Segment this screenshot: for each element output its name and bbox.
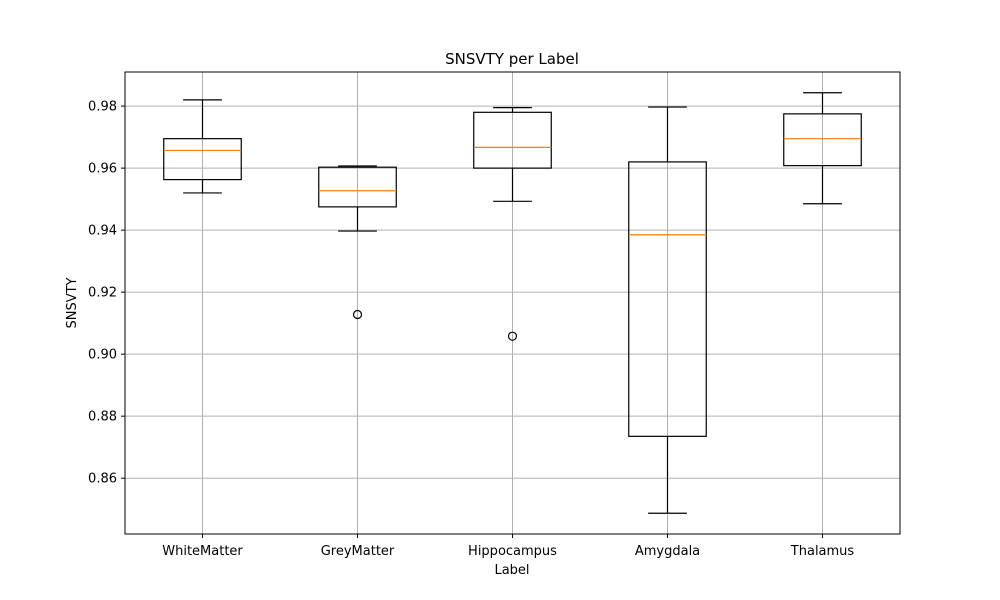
y-axis-label: SNSVTY (65, 277, 80, 328)
x-tick-label: WhiteMatter (162, 544, 243, 559)
y-tick-label: 0.92 (88, 286, 117, 301)
iqr-box (628, 161, 707, 437)
outlier-point (507, 331, 518, 341)
chart-title: SNSVTY per Label (445, 50, 579, 68)
outlier-point (352, 309, 363, 320)
y-tick-label: 0.98 (88, 100, 117, 115)
y-tick-label: 0.88 (88, 410, 117, 425)
x-tick-label: Thalamus (790, 544, 855, 559)
iqr-box (163, 138, 242, 181)
x-axis-label: Label (494, 563, 529, 578)
box-greymatter (318, 165, 397, 320)
x-tick-label: GreyMatter (321, 544, 395, 559)
tick-layer: 0.86 0.88 0.90 0.92 0.94 0.96 0.98 WhiteMatter G… (88, 100, 854, 559)
box-layer (163, 92, 862, 514)
y-tick-label: 0.94 (88, 224, 117, 239)
y-tick-label: 0.90 (88, 348, 117, 363)
y-tick-label: 0.86 (88, 472, 117, 487)
box-whitematter (163, 99, 242, 194)
iqr-box (783, 113, 862, 167)
iqr-box (318, 166, 397, 208)
x-tick-label: Amygdala (635, 544, 700, 559)
box-amygdala (628, 106, 707, 514)
iqr-box (473, 111, 552, 169)
box-thalamus (783, 92, 862, 205)
y-tick-label: 0.96 (88, 162, 117, 177)
x-tick-label: Hippocampus (468, 544, 557, 559)
box-hippocampus (473, 107, 552, 341)
